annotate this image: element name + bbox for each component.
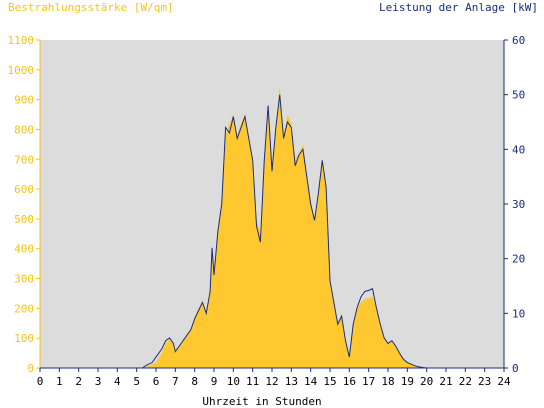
right-tick-label: 50 [512, 89, 525, 102]
right-tick-label: 60 [512, 34, 525, 47]
left-tick-label: 700 [14, 153, 34, 166]
x-tick-label: 23 [478, 375, 491, 388]
x-tick-label: 16 [343, 375, 356, 388]
x-tick-label: 0 [37, 375, 44, 388]
left-tick-label: 200 [14, 302, 34, 315]
right-tick-label: 0 [512, 362, 519, 375]
left-tick-label: 1100 [8, 34, 35, 47]
left-tick-label: 900 [14, 94, 34, 107]
left-axis-title: Bestrahlungsstärke [W/qm] [8, 1, 174, 14]
left-tick-label: 0 [27, 362, 34, 375]
power-line [40, 94, 504, 369]
x-tick-label: 10 [227, 375, 240, 388]
right-y-ticks: 0 10 20 30 40 50 60 [504, 34, 525, 375]
left-tick-label: 300 [14, 273, 34, 286]
x-tick-label: 2 [75, 375, 82, 388]
x-tick-label: 12 [265, 375, 278, 388]
x-tick-label: 19 [401, 375, 414, 388]
x-tick-label: 15 [323, 375, 336, 388]
x-tick-label: 7 [172, 375, 179, 388]
x-tick-label: 9 [211, 375, 218, 388]
x-tick-label: 6 [153, 375, 160, 388]
left-tick-label: 400 [14, 243, 34, 256]
x-tick-label: 8 [191, 375, 198, 388]
left-tick-label: 600 [14, 183, 34, 196]
right-tick-label: 10 [512, 307, 525, 320]
x-tick-label: 3 [95, 375, 102, 388]
left-tick-label: 1000 [8, 64, 35, 77]
x-tick-label: 11 [246, 375, 259, 388]
x-tick-label: 4 [114, 375, 121, 388]
x-tick-label: 14 [304, 375, 318, 388]
left-tick-label: 100 [14, 332, 34, 345]
x-axis-label: Uhrzeit in Stunden [202, 395, 321, 408]
x-tick-label: 13 [285, 375, 298, 388]
irradiance-area [40, 84, 504, 368]
right-tick-label: 20 [512, 253, 525, 266]
x-tick-label: 21 [439, 375, 452, 388]
x-ticks: 0 1 2 3 4 5 6 7 8 9 10 11 12 13 14 15 16 17 18 19 20 21 22 23 24 [37, 368, 511, 388]
right-tick-label: 40 [512, 143, 525, 156]
right-tick-label: 30 [512, 198, 525, 211]
x-tick-label: 24 [497, 375, 511, 388]
x-tick-label: 5 [133, 375, 140, 388]
x-tick-label: 18 [381, 375, 394, 388]
x-tick-label: 20 [420, 375, 433, 388]
left-tick-label: 800 [14, 123, 34, 136]
left-tick-label: 500 [14, 213, 34, 226]
x-tick-label: 22 [459, 375, 472, 388]
x-tick-label: 17 [362, 375, 375, 388]
x-tick-label: 1 [56, 375, 63, 388]
left-y-ticks: 0 100 200 300 400 500 600 700 800 900 1000 1100 [8, 34, 40, 375]
right-axis-title: Leistung der Anlage [kW] [379, 1, 538, 14]
